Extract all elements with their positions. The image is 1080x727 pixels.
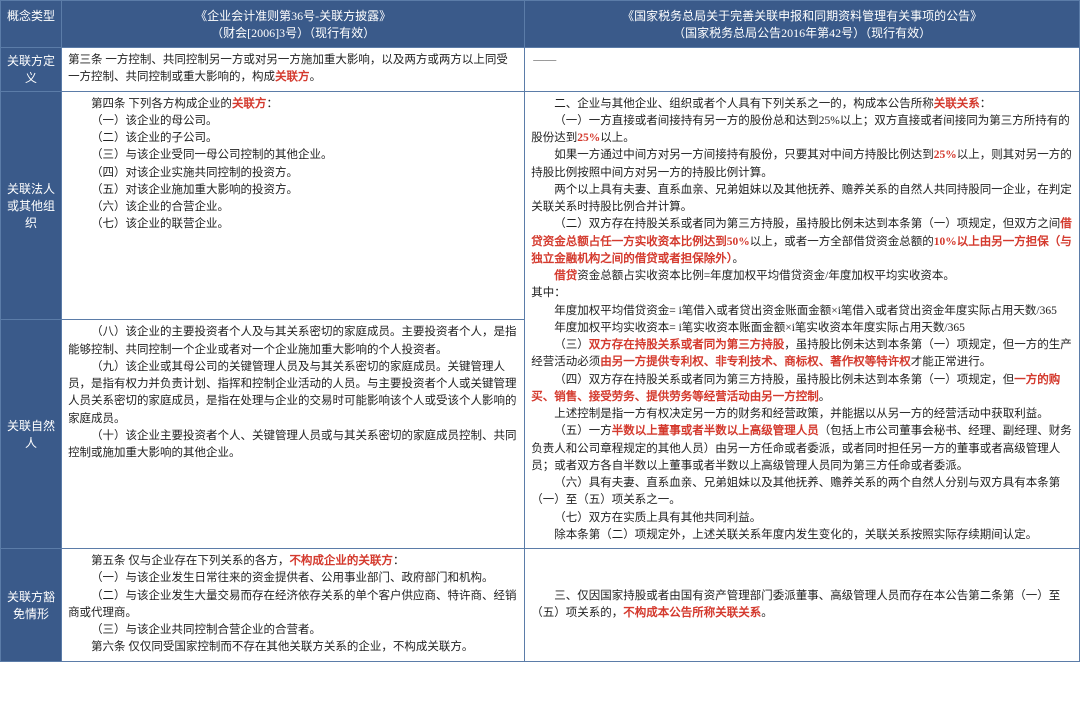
header-col2: 《国家税务总局关于完善关联申报和同期资料管理有关事项的公告》 （国家税务总局公告… bbox=[525, 1, 1080, 48]
cell-r23-right: 二、企业与其他企业、组织或者个人具有下列关系之一的，构成本公告所称关联关系： （… bbox=[525, 91, 1080, 549]
row-definition: 关联方定义 第三条 一方控制、共同控制另一方或对另一方施加重大影响，以及两方或两… bbox=[1, 48, 1080, 92]
concept-exemption: 关联方豁免情形 bbox=[1, 549, 62, 662]
table-header-row: 概念类型 《企业会计准则第36号-关联方披露》 （财会[2006]3号）（现行有… bbox=[1, 1, 1080, 48]
cell-r1-left: 第三条 一方控制、共同控制另一方或对另一方施加重大影响，以及两方或两方以上同受一… bbox=[62, 48, 525, 92]
header-concept: 概念类型 bbox=[1, 1, 62, 48]
cell-r4-right: 三、仅因国家持股或者由国有资产管理部门委派董事、高级管理人员而存在本公告第二条第… bbox=[525, 549, 1080, 662]
concept-natural-person: 关联自然人 bbox=[1, 320, 62, 549]
comparison-table: 概念类型 《企业会计准则第36号-关联方披露》 （财会[2006]3号）（现行有… bbox=[0, 0, 1080, 662]
row-exemption: 关联方豁免情形 第五条 仅与企业存在下列关系的各方，不构成企业的关联方： （一）… bbox=[1, 549, 1080, 662]
concept-legal-person: 关联法人或其他组织 bbox=[1, 91, 62, 320]
header-col1: 《企业会计准则第36号-关联方披露》 （财会[2006]3号）（现行有效） bbox=[62, 1, 525, 48]
cell-r3-left: （八）该企业的主要投资者个人及与其关系密切的家庭成员。主要投资者个人，是指能够控… bbox=[62, 320, 525, 549]
cell-r2-left: 第四条 下列各方构成企业的关联方： （一）该企业的母公司。 （二）该企业的子公司… bbox=[62, 91, 525, 320]
concept-definition: 关联方定义 bbox=[1, 48, 62, 92]
cell-r4-left: 第五条 仅与企业存在下列关系的各方，不构成企业的关联方： （一）与该企业发生日常… bbox=[62, 549, 525, 662]
cell-r1-right: —— bbox=[525, 48, 1080, 92]
row-legal-person: 关联法人或其他组织 第四条 下列各方构成企业的关联方： （一）该企业的母公司。 … bbox=[1, 91, 1080, 320]
